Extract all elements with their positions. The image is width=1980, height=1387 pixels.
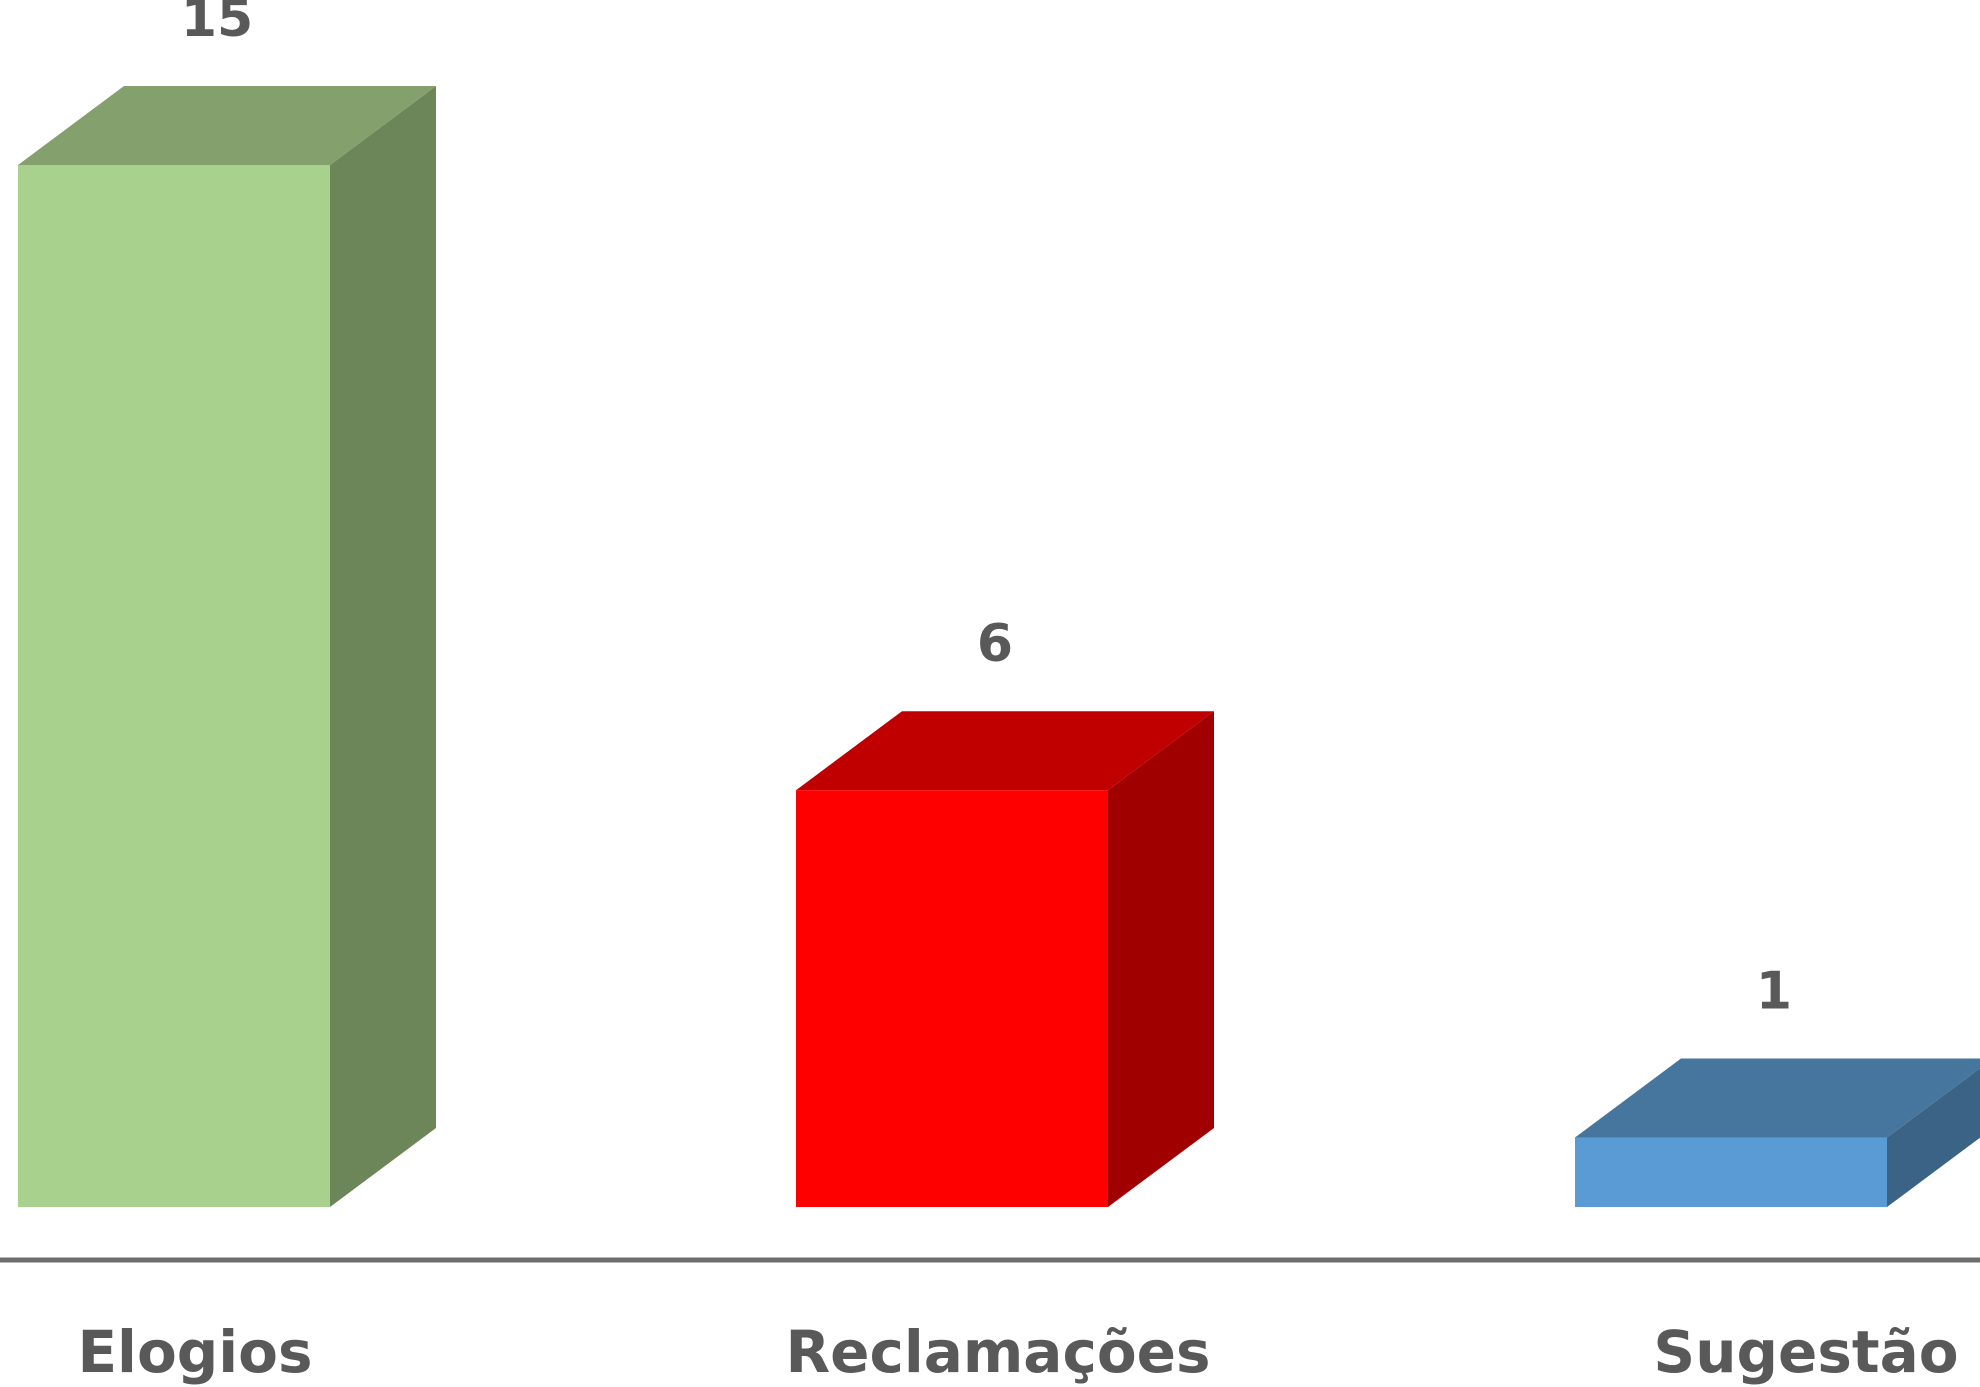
bar-reclamacoes: [796, 711, 1214, 1207]
bar-top-face: [1575, 1058, 1980, 1138]
x-tick-label: Sugestão: [1653, 1318, 1958, 1386]
bar-elogios: [18, 86, 436, 1207]
bar-side-face: [1108, 711, 1214, 1207]
category-labels-group: Elogios Reclamações Sugestão: [77, 1318, 1958, 1386]
bar-side-face: [330, 86, 436, 1207]
data-label: 15: [181, 0, 253, 49]
data-label: 1: [1756, 962, 1792, 1022]
bar-top-face: [18, 86, 436, 165]
bars-group: [18, 86, 1980, 1207]
bar-sugestao: [1575, 1058, 1980, 1207]
data-label: 6: [977, 614, 1013, 674]
bar-front-face: [18, 165, 330, 1207]
x-tick-label: Reclamações: [785, 1318, 1210, 1386]
bar-front-face: [1575, 1137, 1887, 1207]
bar-top-face: [796, 711, 1214, 791]
x-tick-label: Elogios: [77, 1318, 312, 1386]
bar-front-face: [796, 790, 1108, 1207]
bar-side-face: [1887, 1068, 1980, 1207]
